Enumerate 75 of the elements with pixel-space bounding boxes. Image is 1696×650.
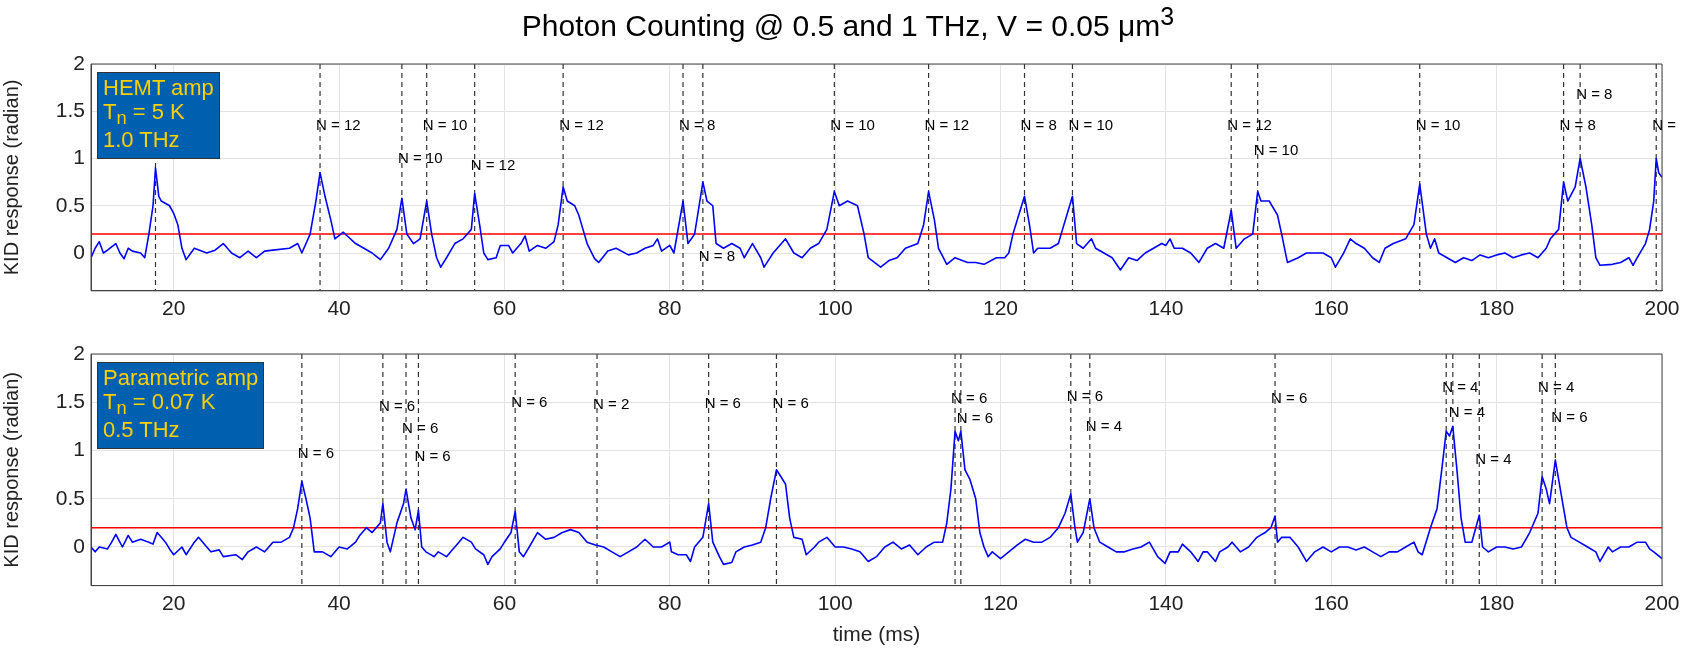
y-tick-label: 0 [73,533,85,557]
y-tick-label: 1 [73,145,85,169]
annotation: N = 4 [1538,377,1575,395]
x-tick-label: 180 [1479,591,1515,614]
annotation: N = 8 [1576,85,1613,103]
x-tick-label: 140 [1148,591,1184,614]
annotation: 0.5 THz [103,416,180,442]
y-tick-label: 1 [73,437,85,461]
y-axis-title: KID response (radian) [0,79,22,276]
annotation: N = 8 [679,115,716,133]
annotation: N = 8 [1559,115,1596,133]
annotation: N = 12 [1227,115,1272,133]
y-tick-label: 2 [73,340,85,364]
annotation: N = 6 [378,397,416,415]
x-tick-label: 60 [492,591,517,614]
annotation: N = 6 [772,394,809,412]
x-tick-label: 180 [1479,296,1515,320]
y-tick-label: 0 [73,239,85,263]
annotation: N = 8 [698,246,736,264]
annotation: N = 4 [1448,403,1486,421]
annotation: Parametric amp [103,365,259,390]
annotation: N = 6 [1551,407,1588,425]
annotation: N = 6 [704,394,741,412]
x-tick-label: 40 [327,591,351,614]
annotation: N = 6 [951,388,988,406]
annotation: N = 10 [830,115,875,133]
x-tick-label: 80 [658,296,682,320]
x-tick-label: 20 [162,296,186,320]
annotation: N = 6 [956,408,994,426]
x-tick-label: 100 [817,296,853,320]
y-tick-label: 1.5 [55,98,85,122]
chart-title: Photon Counting @ 0.5 and 1 THz, V = 0.05 μm$^{3}$ [520,2,1176,43]
x-tick-label: 200 [1644,591,1680,614]
x-tick-label: 120 [983,591,1019,614]
y-tick-label: 0.5 [55,485,85,509]
annotation: N = 10 [422,115,468,133]
annotation: N = 12 [316,115,361,133]
x-tick-label: 60 [492,296,517,320]
y-axis-title: KID response (radian) [0,371,22,568]
y-tick-label: 2 [73,50,85,74]
annotation: N = 12 [559,115,604,133]
x-axis-title: time (ms) [832,622,921,646]
annotation: T$_{n}$ = 5 K [103,98,185,129]
annotation: N = 12 [470,156,516,174]
annotation: N = 2 [593,395,630,413]
annotation: N = 10 [1253,141,1299,159]
annotation: HEMT amp [103,75,214,100]
x-tick-label: 160 [1313,591,1349,614]
annotation: N = 4 [1085,416,1123,434]
annotation: N = 4 [1475,450,1512,468]
y-tick-label: 0.5 [55,192,85,216]
annotation: 1.0 THz [103,126,180,152]
annotation: N = 10 [1415,115,1461,133]
x-tick-label: 80 [658,591,682,614]
annotation: N = 8 [1020,115,1057,133]
annotation: T$_{n}$ = 0.07 K [103,388,216,419]
annotation: N = 6 [402,419,439,437]
x-tick-label: 100 [817,591,853,614]
annotation: N = 6 [511,393,548,411]
annotation: N = 10 [1068,115,1114,133]
annotation: N = 6 [1271,389,1308,407]
annotation: N = 4 [1442,377,1479,395]
x-tick-label: 160 [1313,296,1349,320]
x-tick-label: 140 [1148,296,1184,320]
annotation: N = 6 [1066,386,1104,404]
y-tick-label: 1.5 [55,389,85,413]
annotation: N = 6 [414,447,451,465]
x-tick-label: 200 [1644,296,1680,320]
x-tick-label: 120 [983,296,1019,320]
annotation: N = 10 [397,148,443,166]
annotation: N = 12 [924,115,970,133]
x-tick-label: 20 [162,591,186,614]
annotation: N = 6 [297,443,335,461]
annotation: N = [1652,115,1677,133]
x-tick-label: 40 [327,296,351,320]
